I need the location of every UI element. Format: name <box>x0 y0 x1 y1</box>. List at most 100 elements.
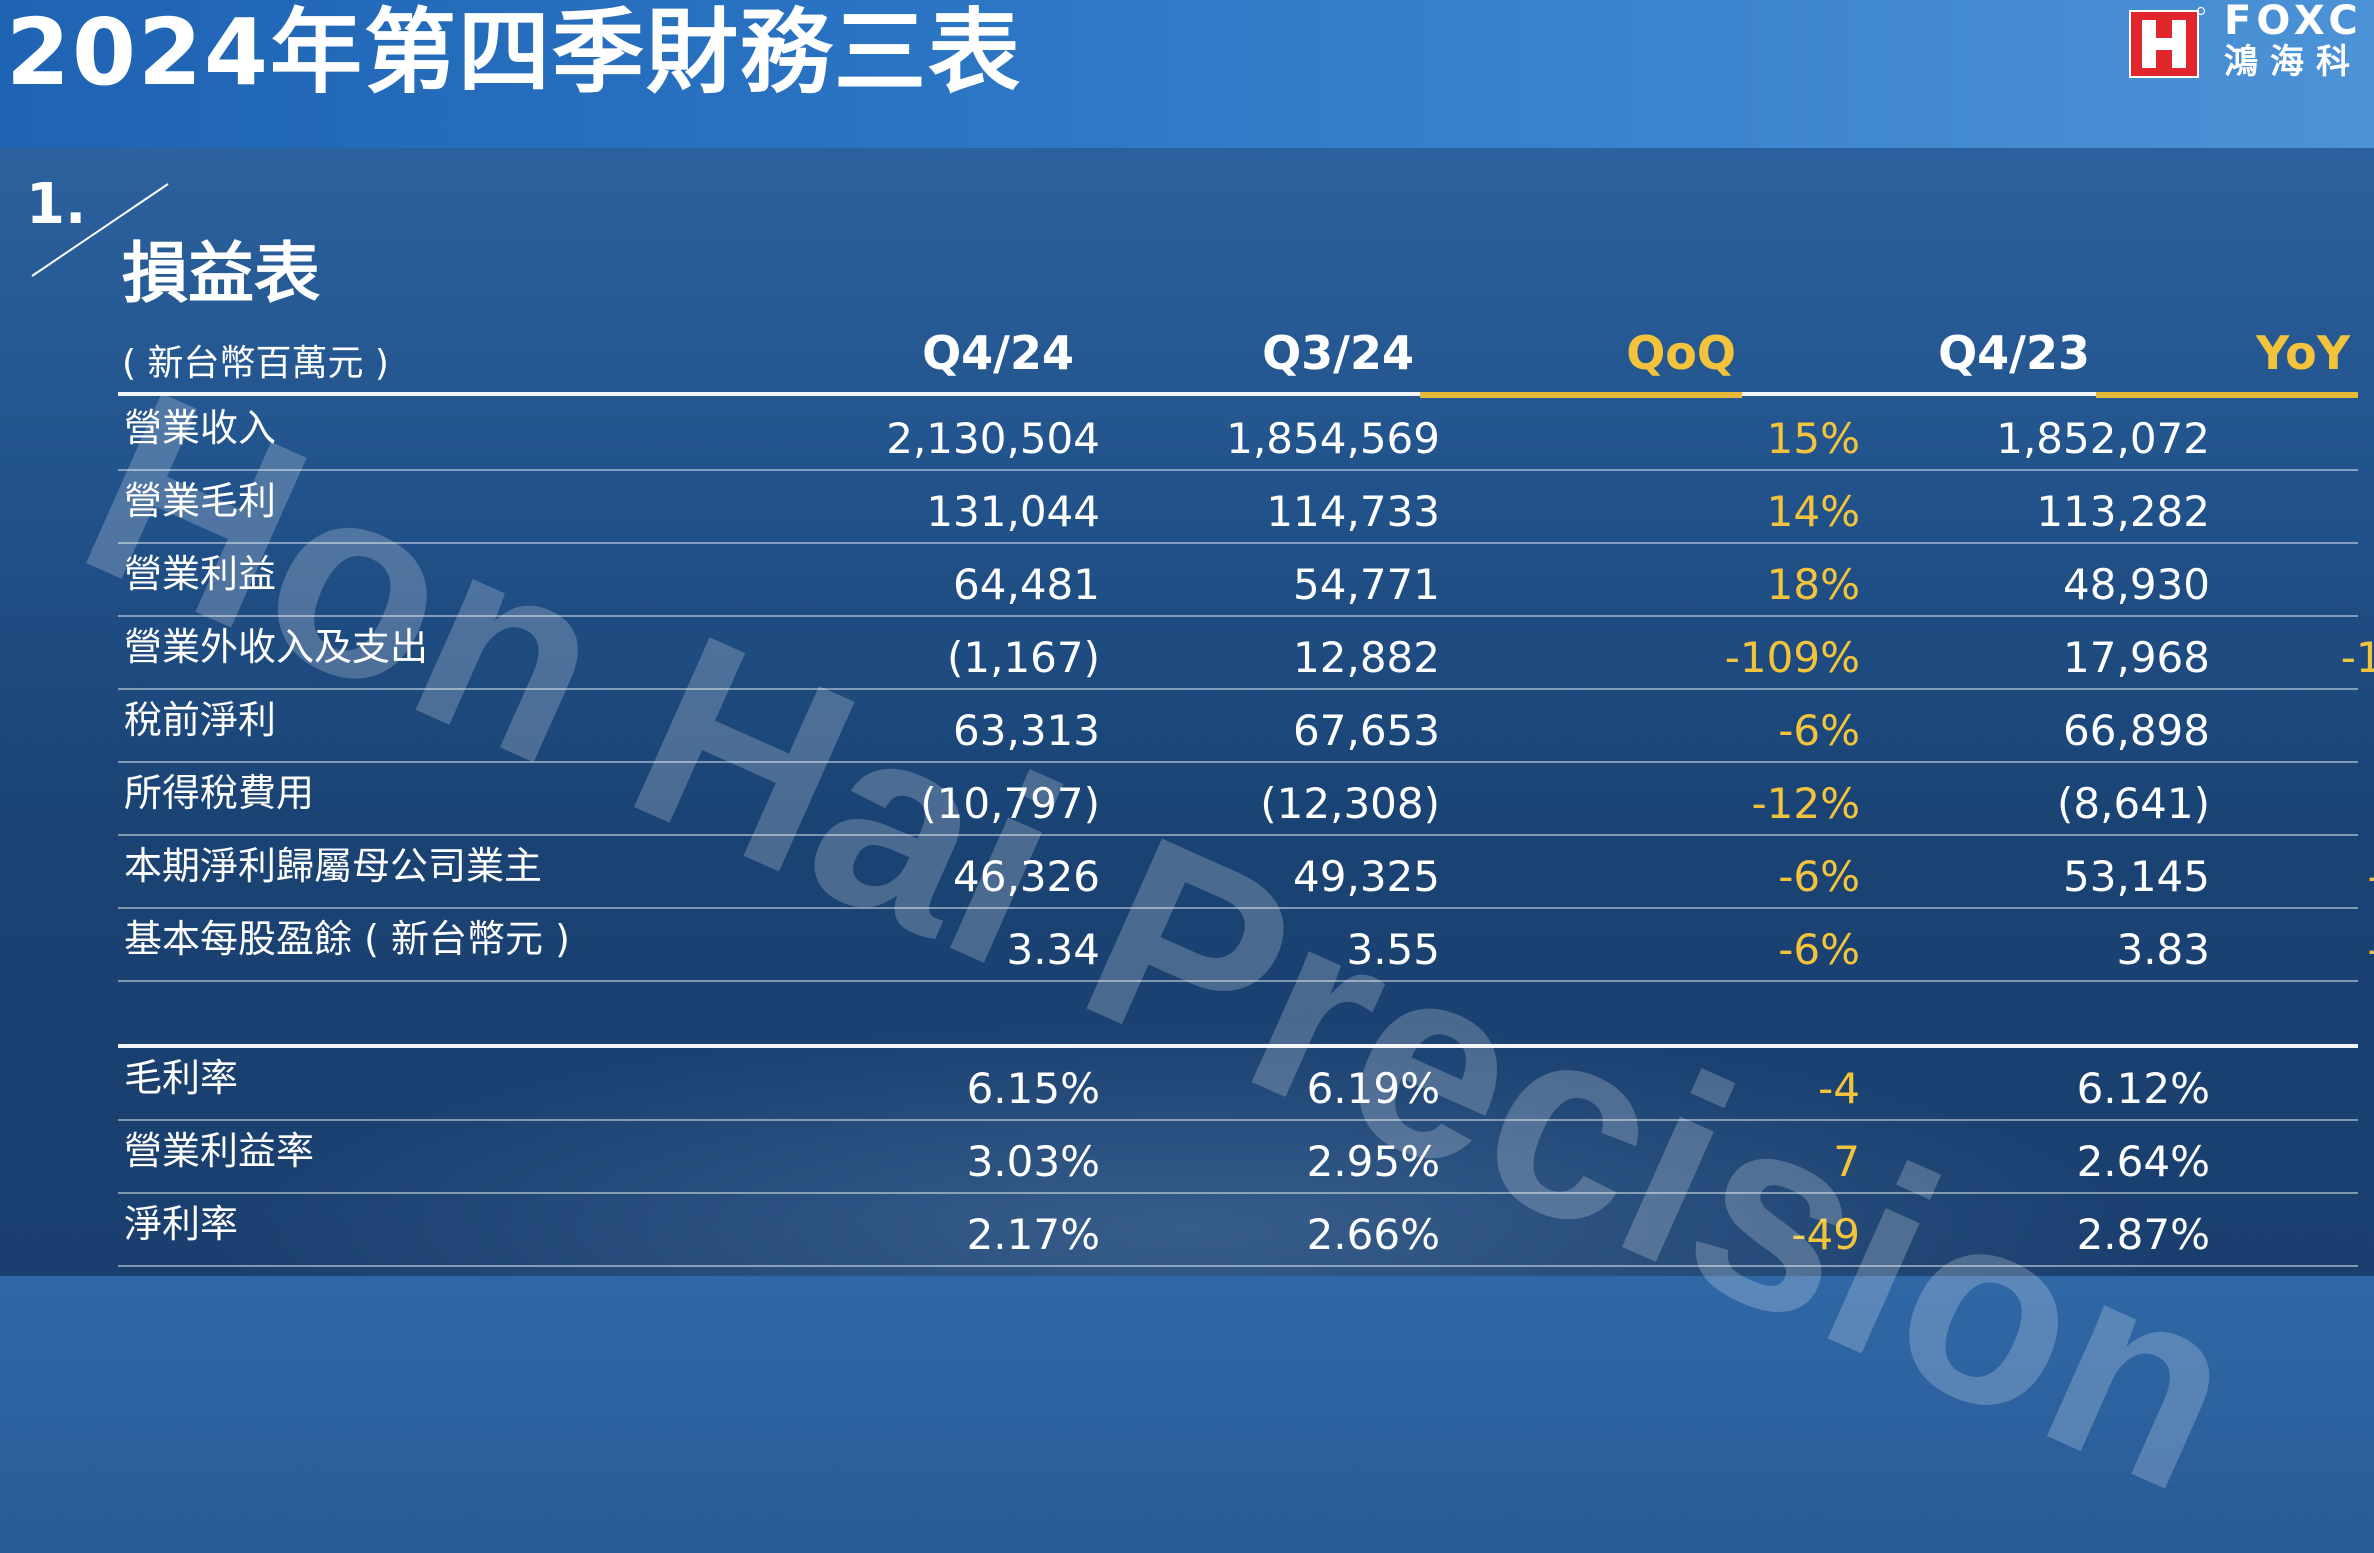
yoy-accent-rule <box>2096 392 2358 398</box>
cell-q4-23: 2.87% <box>2076 1210 2210 1259</box>
cell-qoq: -12% <box>1751 779 1860 828</box>
cell-q3-24: 3.55 <box>1346 925 1440 974</box>
row-label: 毛利率 <box>124 1056 239 1100</box>
cell-q4-24: 63,313 <box>953 706 1100 755</box>
column-header-q4-23: Q4/23 <box>1938 326 2090 380</box>
table-row: 營業毛利 131,044 114,733 14% 113,282 16% <box>118 471 2358 544</box>
cell-q4-24: 6.15% <box>966 1064 1100 1113</box>
top-banner <box>0 0 2374 148</box>
cell-yoy: -70 <box>2220 1204 2374 1266</box>
cell-q4-24: 3.34 <box>1006 925 1100 974</box>
cell-yoy: 25% <box>2220 773 2374 835</box>
table-row: 營業外收入及支出 (1,167) 12,882 -109% 17,968 -10… <box>118 617 2374 690</box>
table-row: 營業收入 2,130,504 1,854,569 15% 1,852,072 1… <box>118 398 2358 471</box>
cell-q4-24: 3.03% <box>966 1137 1100 1186</box>
cell-q3-24: 49,325 <box>1293 852 1440 901</box>
section-divider-icon <box>31 183 169 277</box>
row-label: 淨利率 <box>124 1202 239 1246</box>
cell-q4-23: 2.64% <box>2076 1137 2210 1186</box>
cell-q4-23: 113,282 <box>2036 487 2210 536</box>
row-divider <box>118 980 2358 982</box>
ratio-section-rule <box>118 1044 2358 1048</box>
cell-qoq: 18% <box>1766 560 1860 609</box>
cell-q3-24: (12,308) <box>1260 779 1440 828</box>
cell-yoy: 38 <box>2220 1131 2374 1193</box>
table-row: 毛利率 6.15% 6.19% -4 6.12% 3 <box>118 1048 2358 1121</box>
column-header-q3-24: Q3/24 <box>1262 326 1414 380</box>
cell-q4-24: 64,481 <box>953 560 1100 609</box>
cell-q4-24: (10,797) <box>920 779 1100 828</box>
row-label: 所得稅費用 <box>124 771 315 815</box>
row-divider <box>118 469 2358 471</box>
row-label: 稅前淨利 <box>124 698 277 742</box>
cell-q4-24: 2,130,504 <box>886 414 1100 463</box>
table-row: 營業利益 64,481 54,771 18% 48,930 32% <box>118 544 2358 617</box>
cell-yoy: 3 <box>2220 1058 2374 1120</box>
cell-q4-23: 53,145 <box>2063 852 2210 901</box>
section-number: 1. <box>26 172 87 237</box>
cell-q4-23: 66,898 <box>2063 706 2210 755</box>
row-divider <box>118 615 2358 617</box>
cell-qoq: -109% <box>1724 633 1860 682</box>
section-title: 損益表 <box>122 235 320 312</box>
cell-yoy: 16% <box>2220 481 2374 543</box>
row-divider <box>118 1119 2358 1121</box>
column-header-q4-24: Q4/24 <box>922 326 1074 380</box>
cell-qoq: -6% <box>1778 852 1860 901</box>
cell-yoy: -106% <box>2340 633 2374 682</box>
cell-yoy: 15% <box>2220 408 2374 470</box>
cell-q4-24: 131,044 <box>926 487 1100 536</box>
row-label: 基本每股盈餘 ( 新台幣元 ) <box>124 917 570 961</box>
cell-yoy: 32% <box>2220 554 2374 616</box>
cell-q3-24: 54,771 <box>1293 560 1440 609</box>
cell-q4-23: 3.83 <box>2116 925 2210 974</box>
cell-q4-24: 46,326 <box>953 852 1100 901</box>
row-label: 本期淨利歸屬母公司業主 <box>124 844 543 888</box>
cell-qoq: -6% <box>1778 925 1860 974</box>
unit-label: ( 新台幣百萬元 ) <box>122 343 389 384</box>
row-divider <box>118 542 2358 544</box>
cell-q3-24: 6.19% <box>1306 1064 1440 1113</box>
cell-q4-24: (1,167) <box>946 633 1100 682</box>
table-row: 淨利率 2.17% 2.66% -49 2.87% -70 <box>118 1194 2358 1267</box>
cell-qoq: -4 <box>1818 1064 1860 1113</box>
row-label: 營業毛利 <box>124 479 277 523</box>
column-header-yoy: YoY <box>2256 326 2350 380</box>
column-header-qoq: QoQ <box>1626 326 1736 380</box>
table-row: 基本每股盈餘 ( 新台幣元 ) 3.34 3.55 -6% 3.83 -13% <box>118 909 2374 982</box>
table-row: 所得稅費用 (10,797) (12,308) -12% (8,641) 25% <box>118 763 2358 836</box>
row-label: 營業外收入及支出 <box>124 625 429 669</box>
cell-qoq: 14% <box>1766 487 1860 536</box>
row-label: 營業利益率 <box>124 1129 315 1173</box>
cell-qoq: 7 <box>1833 1137 1860 1186</box>
cell-q3-24: 2.95% <box>1306 1137 1440 1186</box>
row-divider <box>118 761 2358 763</box>
cell-qoq: -49 <box>1791 1210 1860 1259</box>
cell-q3-24: 1,854,569 <box>1226 414 1440 463</box>
company-logo-icon <box>2129 6 2206 78</box>
cell-q3-24: 12,882 <box>1293 633 1440 682</box>
qoq-accent-rule <box>1420 392 1742 398</box>
table-row: 營業利益率 3.03% 2.95% 7 2.64% 38 <box>118 1121 2358 1194</box>
logo-wordmark-zh: 鴻海科 <box>2224 42 2362 82</box>
cell-q3-24: 67,653 <box>1293 706 1440 755</box>
cell-q4-24: 2.17% <box>966 1210 1100 1259</box>
cell-yoy: -5% <box>2220 700 2374 762</box>
cell-qoq: -6% <box>1778 706 1860 755</box>
cell-yoy: -13% <box>2220 846 2374 908</box>
row-divider <box>118 1192 2358 1194</box>
cell-qoq: 15% <box>1766 414 1860 463</box>
row-label: 營業收入 <box>124 406 277 450</box>
header-rule <box>118 392 2358 396</box>
cell-yoy: -13% <box>2220 919 2374 981</box>
cell-q3-24: 114,733 <box>1266 487 1440 536</box>
table-row: 稅前淨利 63,313 67,653 -6% 66,898 -5% <box>118 690 2358 763</box>
table-row: 本期淨利歸屬母公司業主 46,326 49,325 -6% 53,145 -13… <box>118 836 2374 909</box>
row-divider <box>118 907 2358 909</box>
logo-wordmark-en: FOXC <box>2224 0 2363 44</box>
cell-q4-23: 48,930 <box>2063 560 2210 609</box>
cell-q3-24: 2.66% <box>1306 1210 1440 1259</box>
cell-q4-23: (8,641) <box>2056 779 2210 828</box>
page-title: 2024年第四季財務三表 <box>6 0 1023 106</box>
cell-q4-23: 17,968 <box>2063 633 2210 682</box>
